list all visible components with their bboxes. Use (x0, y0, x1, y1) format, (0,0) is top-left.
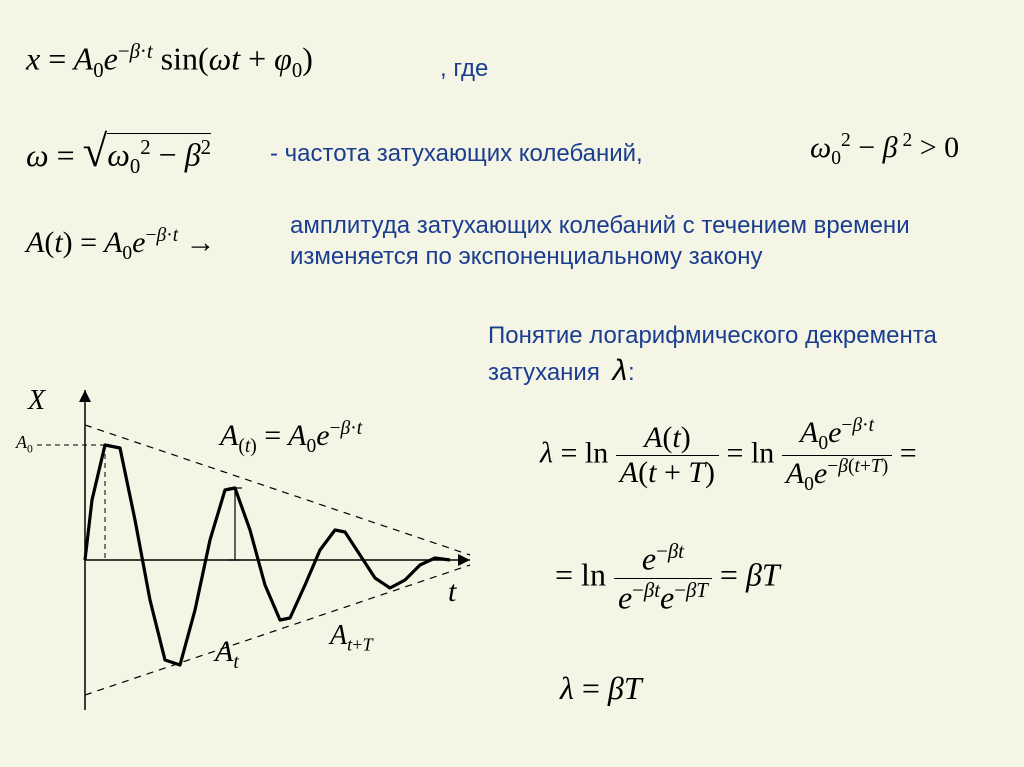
log-dec-text: Понятие логарифмического декремента зату… (488, 322, 937, 386)
chart-label-At: At (215, 635, 239, 674)
where-label: , где (440, 55, 488, 83)
formula-eq3: A(t) = A0e−β·t → (26, 225, 216, 265)
formula-eq4: λ = ln A(t) A(t + T) = ln A0e−β·t A0e−β(… (540, 415, 917, 496)
chart-axis-x: X (28, 385, 45, 417)
freq-text: - частота затухающих колебаний, (270, 140, 643, 168)
amp-text: амплитуда затухающих колебаний с течение… (290, 210, 910, 272)
chart-label-A0: A0 (16, 432, 33, 456)
formula-eq6: λ = βT (560, 670, 642, 707)
log-decrement-title: Понятие логарифмического декремента зату… (488, 320, 1008, 390)
chart-label-AtT: At+T (330, 620, 373, 656)
chart-formula: A(t) = A0e−β·t (220, 418, 362, 458)
formula-eq5: = ln e−βt e−βte−βT = βT (555, 540, 780, 616)
formula-eq2: ω = √ω02 − β2 (26, 125, 211, 179)
colon: : (628, 359, 635, 386)
chart-axis-t: t (448, 575, 456, 609)
lambda-symbol: λ (613, 354, 628, 387)
formula-cond: ω02 − β 2 > 0 (810, 130, 959, 170)
amp-text-content: амплитуда затухающих колебаний с течение… (290, 212, 910, 270)
formula-eq1: x = A0e−β·t sin(ωt + φ0) (26, 40, 313, 83)
